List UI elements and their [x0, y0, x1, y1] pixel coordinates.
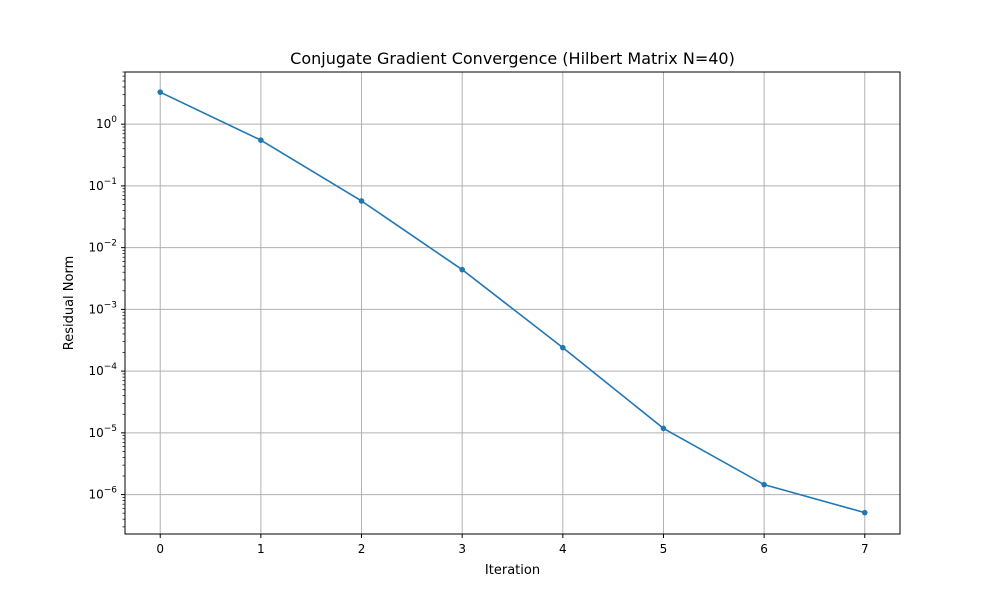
data-point [157, 89, 164, 95]
data-point [660, 425, 667, 432]
y-tick-label: 10−1 [88, 177, 117, 193]
x-tick-label: 1 [257, 542, 265, 556]
data-point [761, 481, 767, 488]
y-tick-label: 10−3 [88, 300, 117, 316]
ticks: 0 1 2 3 4 5 6 7 10−6 10−5 10−4 10−3 10−2 10−1 100 [88, 71, 869, 556]
y-tick-label: 10−2 [88, 239, 117, 255]
y-tick-label: 100 [96, 115, 117, 131]
x-tick-label: 4 [559, 542, 567, 556]
data-point [459, 266, 465, 273]
data-point [358, 198, 365, 204]
chart-title: Conjugate Gradient Convergence (Hilbert … [290, 49, 735, 68]
grid [125, 72, 900, 534]
x-tick-label: 2 [358, 542, 366, 556]
x-tick-label: 6 [760, 542, 768, 556]
x-tick-label: 3 [458, 542, 466, 556]
x-axis-label: Iteration [485, 563, 540, 578]
data-point [560, 344, 566, 351]
y-tick-label: 10−6 [88, 486, 117, 502]
y-tick-label: 10−4 [88, 362, 117, 378]
x-tick-label: 7 [861, 542, 869, 556]
plot-area-frame [124, 71, 901, 535]
x-tick-label: 5 [660, 542, 668, 556]
data-point [861, 509, 868, 516]
series-line [159, 91, 865, 514]
x-tick-label: 0 [156, 542, 164, 556]
y-tick-label: 10−5 [88, 424, 117, 440]
series-line-group [157, 89, 868, 516]
y-axis-label: Residual Norm [62, 256, 77, 351]
data-point [258, 137, 264, 144]
